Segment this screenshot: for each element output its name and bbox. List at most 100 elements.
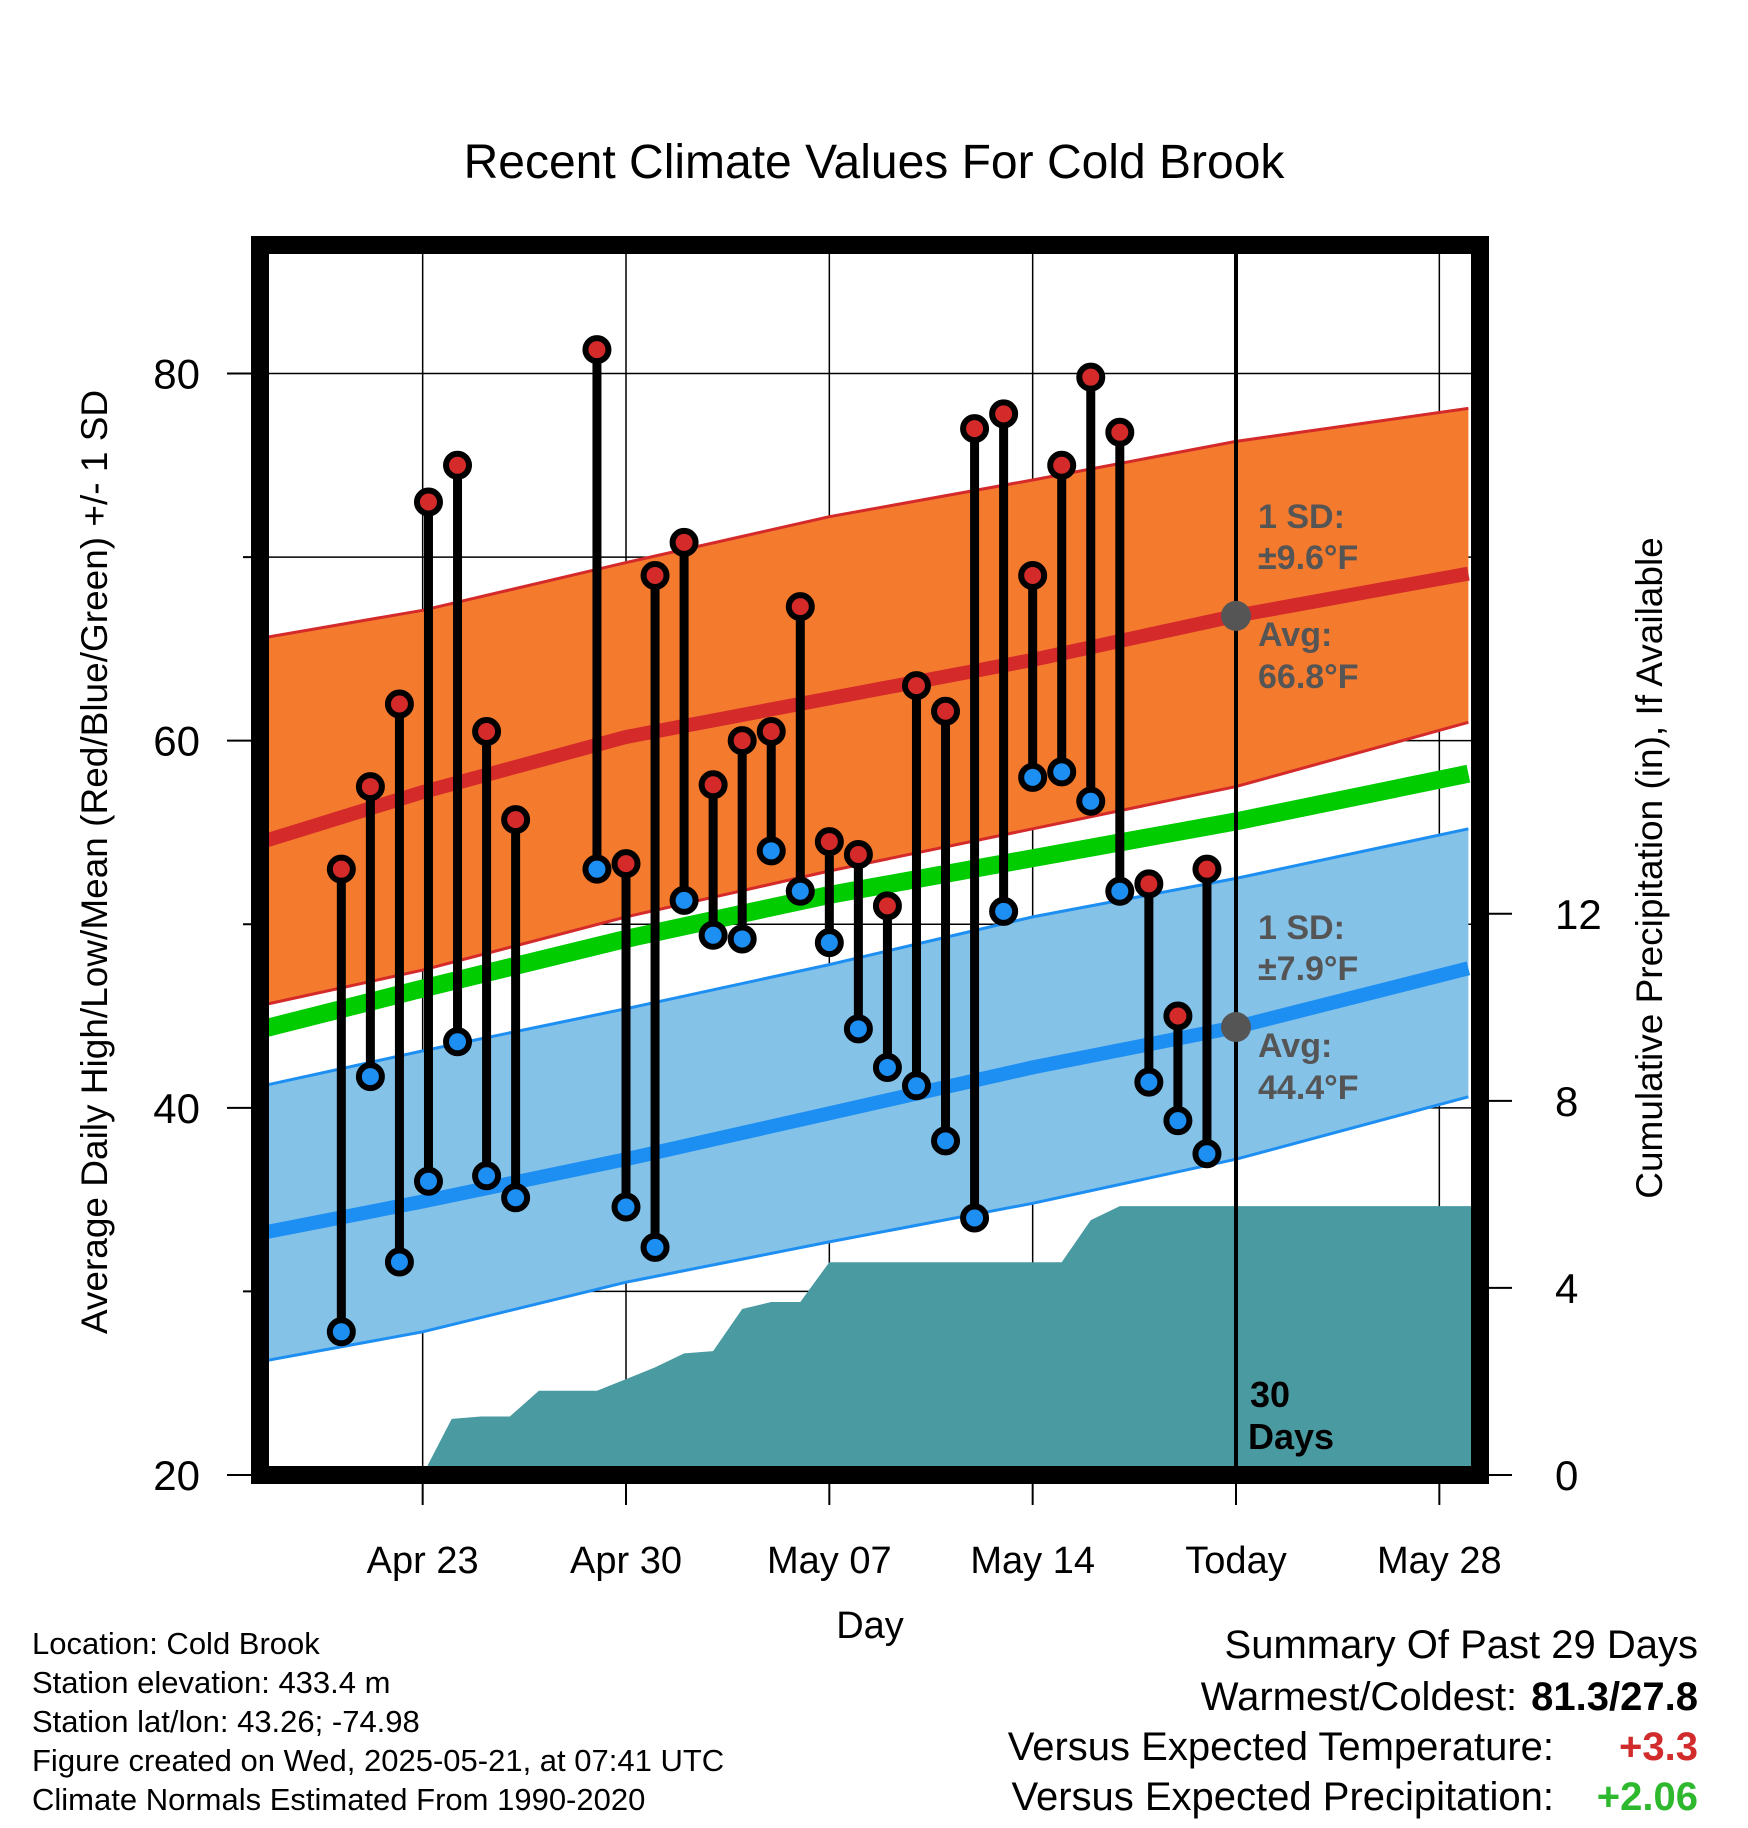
y2-tick-label: 0 [1555, 1452, 1578, 1499]
x-tick-label: May 28 [1377, 1540, 1502, 1582]
x-tick-label: May 14 [970, 1540, 1095, 1582]
created-text: Figure created on Wed, 2025-05-21, at 07… [32, 1743, 725, 1778]
normal-low-sd-band [262, 828, 1469, 1362]
plot-area [260, 245, 1480, 1475]
daily-low-point [611, 1192, 641, 1222]
daily-high-point [1192, 854, 1222, 884]
daily-low-point [669, 885, 699, 915]
daily-high-point [472, 716, 502, 746]
daily-high-point [640, 560, 670, 590]
y2-tick-label: 8 [1555, 1078, 1578, 1125]
daily-low-point [843, 1014, 873, 1044]
y-tick-label: 40 [153, 1085, 200, 1132]
daily-low-point [472, 1161, 502, 1191]
avg-high-marker [1221, 600, 1251, 631]
warm-cold-value: 81.3/27.8 [1531, 1675, 1698, 1719]
daily-high-point [384, 689, 414, 719]
daily-low-point [443, 1027, 473, 1057]
precip-anomaly-label: Versus Expected Precipitation: [1011, 1775, 1554, 1819]
daily-low-point [1163, 1106, 1193, 1136]
daily-high-point [1076, 362, 1106, 392]
daily-high-point [582, 335, 612, 365]
daily-high-point [698, 770, 728, 800]
daily-high-point [1134, 869, 1164, 899]
daily-high-point [501, 805, 531, 835]
avg-low-marker [1221, 1012, 1251, 1043]
daily-low-point [1076, 786, 1106, 816]
daily-high-point [1105, 417, 1135, 447]
daily-low-point [355, 1062, 385, 1092]
location-text: Location: Cold Brook [32, 1626, 320, 1661]
daily-low-point [1134, 1067, 1164, 1097]
daily-high-point [960, 414, 990, 444]
daily-low-point [501, 1183, 531, 1213]
daily-high-point [669, 527, 699, 557]
x-axis-label: Day [836, 1605, 904, 1647]
x-tick-label: May 07 [767, 1540, 892, 1582]
daily-high-point [931, 696, 961, 726]
daily-low-point [756, 836, 786, 866]
elevation-text: Station elevation: 433.4 m [32, 1665, 391, 1700]
daily-high-point [611, 849, 641, 879]
daily-low-point [727, 924, 757, 954]
daily-low-point [960, 1203, 990, 1233]
y2-tick-label: 12 [1555, 891, 1602, 938]
daily-low-point [785, 876, 815, 906]
warm-cold-row: Warmest/Coldest: 81.3/27.8 [1008, 1672, 1698, 1722]
normal-high-sd-band [262, 408, 1469, 1005]
x-tick-label: Apr 23 [367, 1540, 479, 1582]
daily-low-point [1192, 1139, 1222, 1169]
daily-low-point [698, 920, 728, 950]
sd-low-label: 1 SD: [1258, 909, 1345, 947]
daily-high-point [756, 716, 786, 746]
daily-low-point [1047, 757, 1077, 787]
avg-low-label: Avg: [1258, 1027, 1332, 1065]
daily-high-point [1163, 1001, 1193, 1031]
daily-low-point [931, 1126, 961, 1156]
daily-low-point [1105, 876, 1135, 906]
daily-low-point [901, 1071, 931, 1101]
daily-high-point [1018, 560, 1048, 590]
daily-high-point [872, 891, 902, 921]
daily-high-point [443, 450, 473, 480]
sd-high-label: 1 SD: [1258, 498, 1345, 536]
y2-axis-label: Cumulative Precipitation (in), If Availa… [1629, 537, 1670, 1199]
daily-high-point [814, 827, 844, 857]
daily-high-point [727, 726, 757, 756]
avg-low-value: 44.4°F [1258, 1069, 1359, 1107]
precip-anomaly-row: Versus Expected Precipitation: +2.06 [1008, 1772, 1698, 1822]
y-tick-label: 60 [153, 718, 200, 765]
daily-high-point [901, 671, 931, 701]
plot-frame [251, 236, 1489, 1484]
x-tick-label: Apr 30 [570, 1540, 682, 1582]
days-count-value: 30 [1250, 1374, 1290, 1415]
chart-title: Recent Climate Values For Cold Brook [463, 136, 1285, 189]
days-count-label: Days [1248, 1416, 1334, 1457]
sd-low-value: ±7.9°F [1258, 950, 1358, 988]
daily-low-point [384, 1247, 414, 1277]
avg-high-label: Avg: [1258, 616, 1332, 654]
daily-high-point [413, 487, 443, 517]
daily-low-point [640, 1232, 670, 1262]
y-tick-label: 80 [153, 351, 200, 398]
y2-tick-label: 4 [1555, 1265, 1578, 1312]
daily-high-point [355, 772, 385, 802]
daily-high-point [785, 592, 815, 622]
y-axis-label: Average Daily High/Low/Mean (Red/Blue/Gr… [74, 390, 115, 1334]
daily-low-point [872, 1052, 902, 1082]
x-tick-label: Today [1185, 1540, 1286, 1582]
y-tick-label: 20 [153, 1452, 200, 1499]
daily-high-point [843, 839, 873, 869]
daily-low-point [1018, 762, 1048, 792]
normals-text: Climate Normals Estimated From 1990-2020 [32, 1782, 646, 1817]
summary-heading: Summary Of Past 29 Days [1224, 1623, 1698, 1667]
daily-high-point [989, 399, 1019, 429]
daily-low-point [582, 854, 612, 884]
daily-low-point [989, 896, 1019, 926]
summary-panel: Summary Of Past 29 Days Warmest/Coldest:… [1008, 1620, 1698, 1822]
station-info: Location: Cold Brook Station elevation: … [32, 1624, 724, 1819]
daily-high-point [326, 854, 356, 884]
precip-area [422, 1206, 1480, 1475]
warm-cold-label: Warmest/Coldest: [1200, 1675, 1518, 1719]
